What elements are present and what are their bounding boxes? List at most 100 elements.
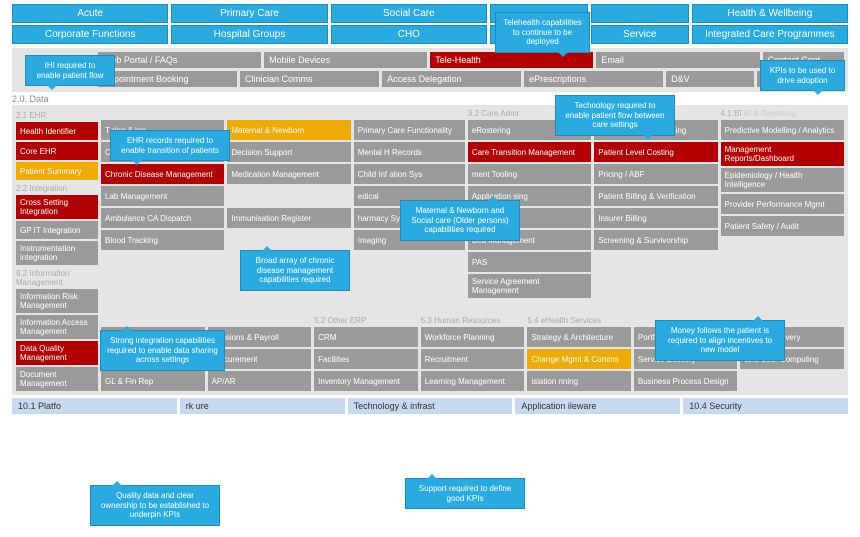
c4-d3: ment Tooling [468, 164, 591, 184]
left-info-risk: Information Risk Management [16, 289, 98, 313]
erp-inventory: Inventory Management [314, 371, 418, 391]
tab-acute[interactable]: Acute [12, 4, 168, 23]
bottom-tech: Technology & infrast [348, 398, 513, 414]
erp-facilities: Facilities [314, 349, 418, 369]
callout-quality: Quality data and clear ownership to be e… [90, 485, 220, 526]
c1-a4: Lab Management [101, 186, 224, 206]
callout-kpis: KPIs to be used to drive adoption [760, 60, 845, 91]
tab-integrated-care[interactable]: Integrated Care Programmes [692, 25, 848, 44]
sec-info-mgmt: 8.2 Information Management [16, 269, 98, 287]
c2-b3: Medication Management [227, 164, 350, 184]
c2-b5: Immunisation Register [227, 208, 350, 228]
erp-bpd: Business Process Design [634, 371, 738, 391]
box-appt-booking: Appointment Booking [98, 71, 237, 87]
left-patient-summary: Patient Summary [16, 162, 98, 180]
tab-health-wellbeing[interactable]: Health & Wellbeing [692, 4, 848, 23]
callout-integration: Strong integration capabilities required… [100, 330, 225, 371]
c1-a6: Blood Tracking [101, 230, 224, 250]
c5-e4: Patient Billing & Verification [594, 186, 717, 206]
tab-service[interactable]: Service [591, 25, 689, 44]
c3-c1: Primary Care Functionality [354, 120, 465, 140]
erp-crm: CRM [314, 327, 418, 347]
callout-chronic: Broad array of chronic disease managemen… [240, 250, 350, 291]
erp-apar: AP/AR [208, 371, 312, 391]
c6-f2: Management Reports/Dashboard [721, 142, 844, 166]
box-dv: D&V [666, 71, 753, 87]
erp-workforce: Workforce Planning [421, 327, 525, 347]
c6-f5: Patient Safety / Audit [721, 216, 844, 236]
top-tabs-row1: Acute Primary Care Social Care Health & … [0, 0, 860, 25]
top-tabs-row2: Corporate Functions Hospital Groups CHO … [0, 25, 860, 48]
left-column: 2.1 EHR Health Identifier Core EHR Patie… [16, 109, 98, 391]
tab-cho[interactable]: CHO [331, 25, 487, 44]
box-clinician-comms: Clinician Comms [240, 71, 379, 87]
erp-h4: 5.3 Human Resources [421, 316, 525, 325]
erp-h1 [101, 316, 205, 325]
c2-b1: Maternal & Newborn [227, 120, 350, 140]
section-data-label: 2.0. Data [12, 94, 848, 104]
callout-ihi: IHI required to enable patient flow [25, 55, 115, 86]
colgroup-5: ing & Funding Commissioning Planning Pat… [594, 109, 717, 310]
sec-integration: 2.2 Integration [16, 184, 98, 193]
box-email: Email [596, 52, 759, 68]
left-instrumentation: Instrumentation integration [16, 241, 98, 265]
bottom-security: 10.4 Security [683, 398, 848, 414]
c5-e3: Pricing / ABF [594, 164, 717, 184]
colhdr-3 [354, 109, 465, 118]
colhdr-6: 4.1 BI BI & Reporting [721, 109, 844, 118]
erp-change-mgmt: Change Mgmt & Comms [527, 349, 631, 369]
callout-money: Money follows the patient is required to… [655, 320, 785, 361]
left-cross-setting: Cross Setting Integration [16, 195, 98, 219]
colhdr-2 [227, 109, 350, 118]
bottom-bar: 10.1 Platfo rk ure Technology & infrast … [0, 395, 860, 417]
left-info-access: Information Access Management [16, 315, 98, 339]
box-access-delegation: Access Delegation [382, 71, 521, 87]
erp-h2 [208, 316, 312, 325]
tab-social-care[interactable]: Social Care [331, 4, 487, 23]
erp-h5: 5.4 eHealth Services [527, 316, 631, 325]
erp-recruitment: Recruitment [421, 349, 525, 369]
callout-ehr: EHR records required to enable transitio… [110, 130, 230, 161]
bottom-platform: 10.1 Platfo [12, 398, 177, 414]
c4-d8: Service Agreement Management [468, 274, 591, 298]
c3-c3: Child Inf ation Sys [354, 164, 465, 184]
c1-a3: Chronic Disease Management [101, 164, 224, 184]
tab-corporate[interactable]: Corporate Functions [12, 25, 168, 44]
left-data-quality: Data Quality Management [16, 341, 98, 365]
c1-a5: Ambulance CA Dispatch [101, 208, 224, 228]
callout-telehealth: Telehealth capabilities to continue to b… [495, 12, 590, 53]
box-eprescriptions: ePrescriptions [524, 71, 663, 87]
erp-strategy: Strategy & Architecture [527, 327, 631, 347]
callout-tech: Technology required to enable patient fl… [555, 95, 675, 136]
bottom-app: Application ileware [515, 398, 680, 414]
erp-gl: GL & Fin Rep [101, 371, 205, 391]
c6-f1: Predictive Modelling / Analytics [721, 120, 844, 140]
c5-e5: Insurer Billing [594, 208, 717, 228]
colgroup-6: 4.1 BI BI & Reporting Predictive Modelli… [721, 109, 844, 310]
erp-h3: 5.2 Other ERP [314, 316, 418, 325]
c6-f4: Provider Performance Mgmt [721, 194, 844, 214]
tab-primary-care[interactable]: Primary Care [171, 4, 327, 23]
c3-c2: Mental H Records [354, 142, 465, 162]
sec-ehr: 2.1 EHR [16, 111, 98, 120]
box-mobile: Mobile Devices [264, 52, 427, 68]
tab-hospital-groups[interactable]: Hospital Groups [171, 25, 327, 44]
c5-e6: Screening & Survivorship [594, 230, 717, 250]
box-web-portal: Web Portal / FAQs [98, 52, 261, 68]
colhdr-1 [101, 109, 224, 118]
callout-support: Support required to define good KPIs [405, 478, 525, 509]
erp-legislation: islation nning [527, 371, 631, 391]
c2-b2: Decision Support [227, 142, 350, 162]
c5-e2: Patient Level Costing [594, 142, 717, 162]
left-core-ehr: Core EHR [16, 142, 98, 160]
bottom-rk: rk ure [180, 398, 345, 414]
c4-d2: Care Transition Management [468, 142, 591, 162]
c6-f3: Epidemiology / Health Intelligence [721, 168, 844, 192]
left-health-identifier: Health Identifier [16, 122, 98, 140]
left-doc-mgmt: Document Management [16, 367, 98, 391]
erp-learning: Learning Management [421, 371, 525, 391]
tab-blank2 [591, 4, 689, 23]
callout-maternal: Maternal & Newborn and Social care (Olde… [400, 200, 520, 241]
left-gpit: GP IT Integration [16, 221, 98, 239]
c4-d7: PAS [468, 252, 591, 272]
